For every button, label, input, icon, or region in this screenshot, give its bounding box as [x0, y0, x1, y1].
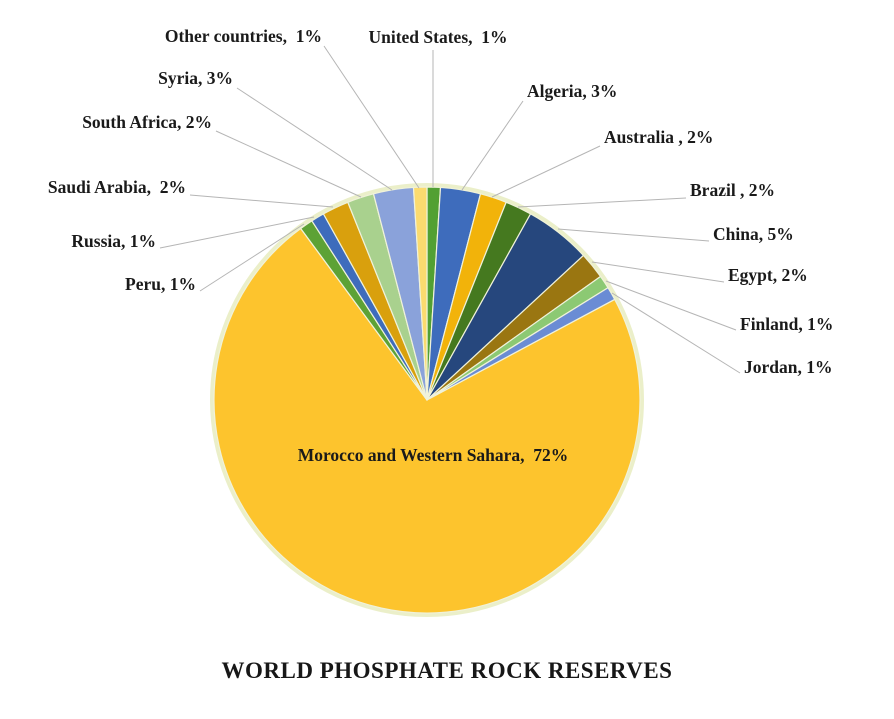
slice-label-china: China, 5%	[713, 224, 794, 244]
leader-line-brazil	[517, 197, 687, 208]
slice-label-jordan: Jordan, 1%	[744, 357, 832, 377]
leader-line-other-countries	[323, 45, 420, 189]
pie-outer-rim	[210, 183, 644, 617]
leader-line-egypt	[591, 261, 725, 283]
pie-slice-other-countries	[412, 186, 428, 401]
slice-label-finland: Finland, 1%	[740, 314, 833, 334]
slice-label-algeria: Algeria, 3%	[527, 81, 617, 101]
leader-line-australia	[491, 145, 601, 198]
leader-line-peru	[199, 223, 305, 292]
leader-line-russia	[159, 216, 315, 249]
leader-line-jordan	[611, 292, 741, 374]
chart-title: WORLD PHOSPHATE ROCK RESERVES	[221, 658, 673, 683]
leader-line-syria	[236, 87, 393, 191]
slice-label-australia: Australia , 2%	[604, 127, 713, 147]
slice-label-brazil: Brazil , 2%	[690, 180, 775, 200]
slice-label-other-countries: Other countries, 1%	[165, 26, 322, 46]
slice-label-united-states: United States, 1%	[368, 27, 507, 47]
slice-label-egypt: Egypt, 2%	[728, 265, 808, 285]
leader-line-finland	[605, 280, 737, 331]
slice-label-syria: Syria, 3%	[158, 68, 233, 88]
slice-label-peru: Peru, 1%	[125, 274, 196, 294]
leader-line-china	[557, 228, 710, 242]
slice-label-south-africa: South Africa, 2%	[82, 112, 212, 132]
pie-slice-morocco-and-western-sahara	[213, 227, 641, 614]
slice-label-morocco-and-western-sahara: Morocco and Western Sahara, 72%	[298, 445, 569, 465]
slice-label-russia: Russia, 1%	[71, 231, 156, 251]
leader-line-south-africa	[215, 130, 362, 198]
slice-label-saudi-arabia: Saudi Arabia, 2%	[48, 177, 186, 197]
leader-line-algeria	[461, 100, 524, 191]
leader-line-saudi-arabia	[189, 194, 334, 208]
